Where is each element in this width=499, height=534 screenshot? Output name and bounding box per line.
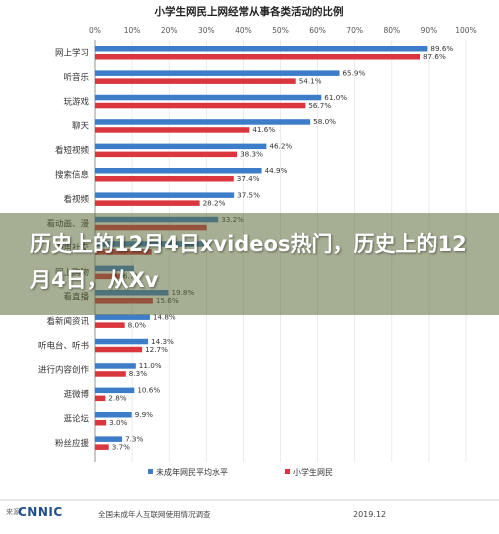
bar-pupil <box>95 102 306 109</box>
bar-pupil <box>95 127 250 133</box>
bar-average <box>95 338 149 345</box>
category-label: 网上学习 <box>55 48 89 59</box>
category-label: 逛论坛 <box>63 414 89 425</box>
x-tick-label: 30% <box>198 26 215 35</box>
data-label: 2.8% <box>108 394 126 403</box>
brand-logo-text: CNNIC <box>18 505 63 519</box>
bar-pupil <box>95 200 200 206</box>
x-axis-ticks: 0% 10% 20% 30% 40% 50% 60% 70% 80% 90% 100% <box>89 26 477 35</box>
data-label: 44.9% <box>265 166 288 175</box>
category-label: 逛微博 <box>63 389 89 400</box>
legend-label-avg: 未成年网民平均水平 <box>156 467 228 477</box>
data-label: 46.2% <box>269 142 292 151</box>
bar-pupil <box>95 346 143 353</box>
bar-average <box>95 143 267 150</box>
source-prefix: 来源： <box>6 508 27 516</box>
data-label: 7.3% <box>125 434 143 443</box>
category-label: 看新闻资讯 <box>46 316 89 327</box>
x-tick-label: 0% <box>89 26 101 35</box>
data-label: 38.3% <box>240 150 263 159</box>
data-label: 58.0% <box>313 117 336 126</box>
bar-average <box>95 436 123 442</box>
data-label: 14.3% <box>151 337 174 346</box>
bar-average <box>95 387 135 394</box>
data-label: 12.7% <box>145 345 168 354</box>
category-label: 听电台、听书 <box>38 340 90 351</box>
data-label: 61.0% <box>324 93 347 102</box>
category-label: 看短视频 <box>55 145 90 156</box>
bar-pupil <box>95 420 107 426</box>
data-label: 37.5% <box>237 190 260 199</box>
bar-pupil <box>95 395 106 402</box>
bar-pupil <box>95 371 126 377</box>
headline-text[interactable]: 历史上的12月4日xvideos热门，历史上的12月4日，从Xv <box>30 232 467 292</box>
data-label: 54.1% <box>299 76 322 85</box>
x-tick-label: 90% <box>421 26 438 35</box>
data-label: 14.8% <box>153 312 176 321</box>
bar-average <box>95 94 322 101</box>
data-label: 56.7% <box>308 101 331 110</box>
data-label: 87.6% <box>423 52 446 61</box>
category-label: 进行内容创作 <box>38 365 90 376</box>
data-label: 3.7% <box>112 442 130 451</box>
x-tick-label: 70% <box>346 26 363 35</box>
category-label: 听音乐 <box>63 72 89 83</box>
bar-average <box>95 192 235 198</box>
x-tick-label: 20% <box>161 26 178 35</box>
data-label: 8.0% <box>128 320 146 329</box>
data-label: 41.6% <box>252 125 275 134</box>
bar-average <box>95 168 262 174</box>
x-tick-label: 60% <box>309 26 326 35</box>
headline-overlay-band <box>0 213 499 315</box>
bar-pupil <box>95 151 238 158</box>
data-label: 89.6% <box>430 44 453 53</box>
category-label: 看视频 <box>63 194 89 205</box>
bar-average <box>95 363 136 369</box>
source-text: 全国未成年人互联网使用情况调查 <box>98 509 211 519</box>
bar-pupil <box>95 54 420 60</box>
data-label: 8.3% <box>129 369 147 378</box>
data-label: 11.0% <box>139 361 162 370</box>
date-text: 2019.12 <box>353 510 386 519</box>
bar-average <box>95 314 150 320</box>
x-tick-label: 50% <box>272 26 289 35</box>
bar-pupil <box>95 78 296 84</box>
legend-swatch-pupil <box>285 469 290 474</box>
data-label: 9.9% <box>135 410 153 419</box>
bar-pupil <box>95 444 109 450</box>
legend-label-pupil: 小学生网民 <box>293 467 333 477</box>
bar-average <box>95 119 311 125</box>
category-label: 粉丝应援 <box>55 438 90 449</box>
category-label: 聊天 <box>72 121 90 132</box>
data-label: 65.9% <box>342 68 365 77</box>
data-label: 10.6% <box>137 386 160 395</box>
category-label: 玩游戏 <box>63 96 89 107</box>
data-label: 28.2% <box>203 198 226 207</box>
chart-title: 小学生网民上网经常从事各类活动的比例 <box>154 5 344 18</box>
x-tick-label: 10% <box>124 26 141 35</box>
data-label: 3.0% <box>109 418 127 427</box>
category-label: 搜索信息 <box>55 170 90 181</box>
x-tick-label: 40% <box>235 26 252 35</box>
legend-swatch-avg <box>148 469 153 474</box>
bar-average <box>95 70 340 76</box>
x-tick-label: 80% <box>383 26 400 35</box>
bar-pupil <box>95 176 234 182</box>
bar-average <box>95 412 132 418</box>
data-label: 37.4% <box>237 174 260 183</box>
legend: 未成年网民平均水平 小学生网民 <box>148 467 333 477</box>
bar-average <box>95 46 428 52</box>
bar-pupil <box>95 322 125 328</box>
x-tick-label: 100% <box>455 26 476 35</box>
